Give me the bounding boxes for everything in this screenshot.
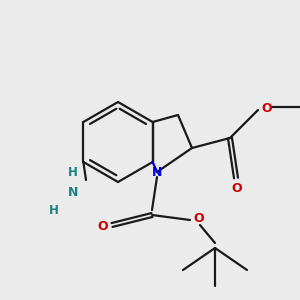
Text: O: O: [262, 101, 272, 115]
Text: N: N: [68, 185, 78, 199]
Text: O: O: [98, 220, 108, 233]
Text: O: O: [232, 182, 242, 194]
Text: O: O: [194, 212, 204, 226]
Text: H: H: [49, 203, 59, 217]
Text: N: N: [152, 166, 162, 178]
Text: H: H: [68, 166, 78, 178]
